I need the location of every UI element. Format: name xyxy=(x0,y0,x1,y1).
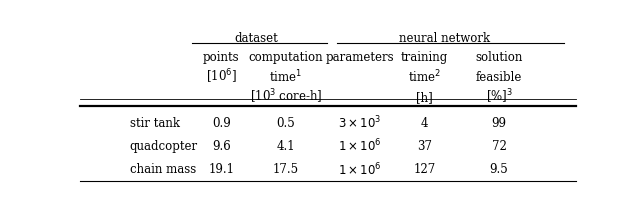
Text: neural network: neural network xyxy=(399,32,490,45)
Text: 19.1: 19.1 xyxy=(209,163,234,176)
Text: parameters: parameters xyxy=(326,51,394,64)
Text: [10$^3$ core-h]: [10$^3$ core-h] xyxy=(250,88,322,106)
Text: 9.6: 9.6 xyxy=(212,140,231,153)
Text: 37: 37 xyxy=(417,140,432,153)
Text: time$^1$: time$^1$ xyxy=(269,69,303,85)
Text: $1 \times 10^6$: $1 \times 10^6$ xyxy=(339,161,382,178)
Text: [h]: [h] xyxy=(417,91,433,104)
Text: computation: computation xyxy=(248,51,323,64)
Text: points: points xyxy=(203,51,239,64)
Text: solution: solution xyxy=(476,51,523,64)
Text: 9.5: 9.5 xyxy=(490,163,509,176)
Text: 0.9: 0.9 xyxy=(212,117,231,130)
Text: 0.5: 0.5 xyxy=(276,117,295,130)
Text: 4: 4 xyxy=(421,117,428,130)
Text: quadcopter: quadcopter xyxy=(129,140,198,153)
Text: 4.1: 4.1 xyxy=(276,140,295,153)
Text: 99: 99 xyxy=(492,117,507,130)
Text: training: training xyxy=(401,51,449,64)
Text: 72: 72 xyxy=(492,140,506,153)
Text: [%]$^3$: [%]$^3$ xyxy=(486,88,513,106)
Text: $1 \times 10^6$: $1 \times 10^6$ xyxy=(339,138,382,155)
Text: $3 \times 10^3$: $3 \times 10^3$ xyxy=(339,115,382,132)
Text: 127: 127 xyxy=(413,163,436,176)
Text: chain mass: chain mass xyxy=(129,163,196,176)
Text: feasible: feasible xyxy=(476,71,522,84)
Text: time$^2$: time$^2$ xyxy=(408,69,442,85)
Text: dataset: dataset xyxy=(234,32,278,45)
Text: 17.5: 17.5 xyxy=(273,163,299,176)
Text: [10$^6$]: [10$^6$] xyxy=(206,68,237,86)
Text: stir tank: stir tank xyxy=(129,117,180,130)
